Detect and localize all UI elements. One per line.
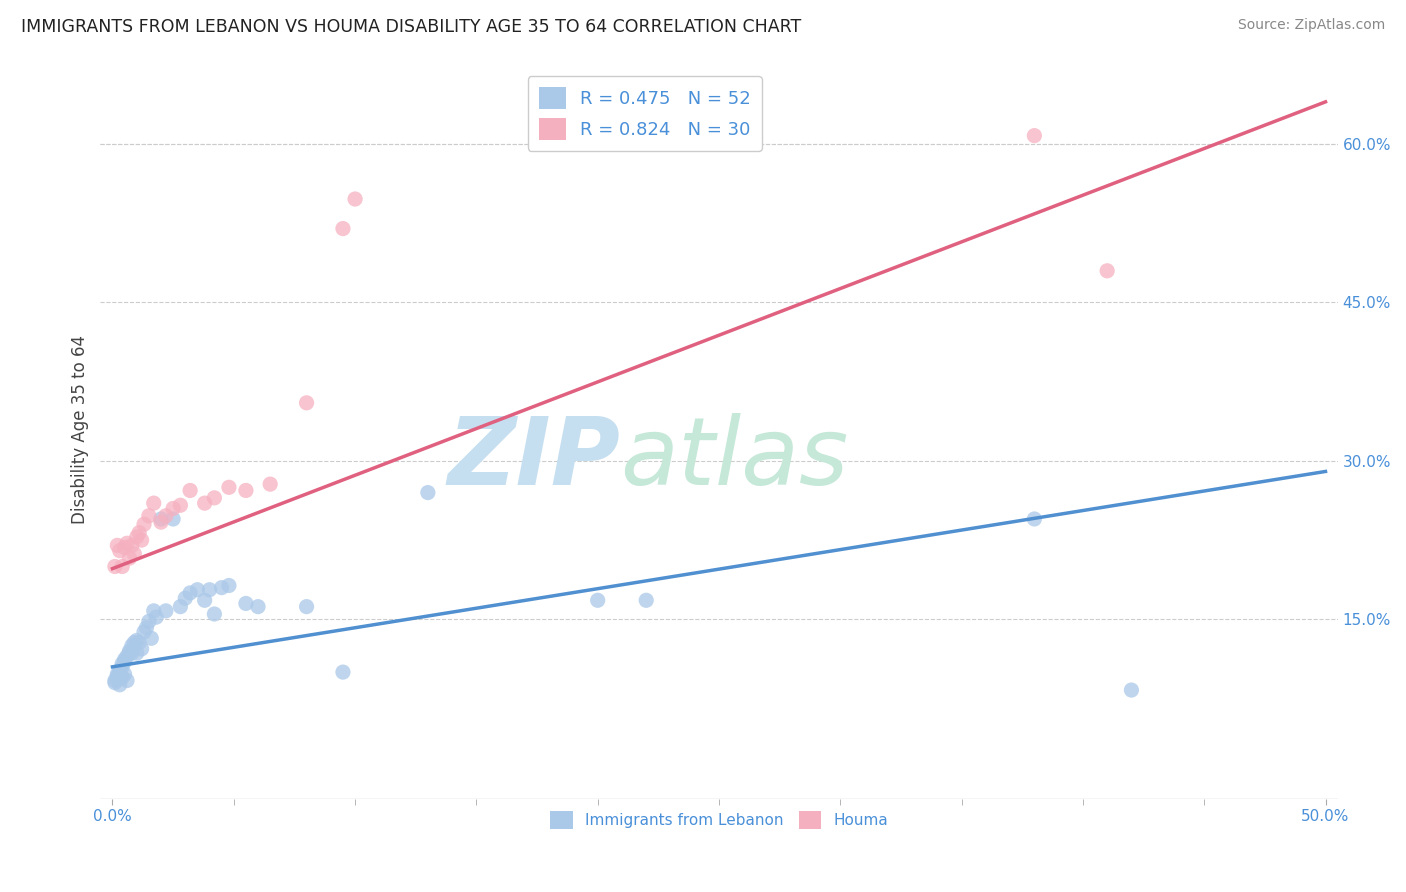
Point: [108, 665, 131, 679]
Point: [145, 610, 167, 624]
Point: [247, 599, 270, 614]
Point: [104, 675, 127, 690]
Point: [125, 646, 148, 660]
Point: [108, 678, 131, 692]
Point: [114, 652, 136, 666]
Point: [169, 498, 191, 512]
Point: [295, 396, 318, 410]
Y-axis label: Disability Age 35 to 64: Disability Age 35 to 64: [72, 334, 89, 524]
Point: [105, 538, 128, 552]
Point: [114, 541, 136, 555]
Point: [202, 607, 225, 621]
Point: [118, 646, 141, 660]
Point: [179, 483, 201, 498]
Point: [1024, 128, 1046, 143]
Point: [344, 192, 367, 206]
Point: [115, 673, 138, 688]
Point: [179, 586, 201, 600]
Point: [218, 578, 240, 592]
Point: [155, 508, 177, 523]
Point: [259, 477, 281, 491]
Point: [105, 667, 128, 681]
Point: [115, 536, 138, 550]
Text: atlas: atlas: [620, 413, 848, 504]
Point: [118, 644, 141, 658]
Text: IMMIGRANTS FROM LEBANON VS HOUMA DISABILITY AGE 35 TO 64 CORRELATION CHART: IMMIGRANTS FROM LEBANON VS HOUMA DISABIL…: [21, 18, 801, 36]
Point: [169, 599, 191, 614]
Point: [125, 530, 148, 544]
Point: [586, 593, 609, 607]
Legend: Immigrants from Lebanon, Houma: Immigrants from Lebanon, Houma: [544, 805, 894, 836]
Point: [121, 639, 143, 653]
Point: [135, 621, 157, 635]
Point: [138, 615, 160, 629]
Point: [118, 551, 141, 566]
Point: [138, 508, 160, 523]
Point: [198, 582, 221, 597]
Point: [104, 673, 127, 688]
Point: [131, 533, 153, 547]
Point: [332, 665, 354, 679]
Point: [295, 599, 318, 614]
Point: [155, 604, 177, 618]
Point: [125, 633, 148, 648]
Point: [128, 525, 150, 540]
Point: [111, 657, 134, 671]
Point: [115, 649, 138, 664]
Point: [108, 543, 131, 558]
Point: [121, 646, 143, 660]
Point: [235, 483, 257, 498]
Point: [1095, 264, 1118, 278]
Point: [162, 501, 184, 516]
Text: Source: ZipAtlas.com: Source: ZipAtlas.com: [1237, 18, 1385, 32]
Point: [105, 669, 128, 683]
Point: [218, 480, 240, 494]
Point: [235, 597, 257, 611]
Point: [150, 515, 173, 529]
Point: [124, 635, 146, 649]
Point: [174, 591, 197, 606]
Point: [108, 663, 131, 677]
Text: ZIP: ZIP: [447, 413, 620, 505]
Point: [332, 221, 354, 235]
Point: [162, 512, 184, 526]
Point: [1121, 683, 1143, 698]
Point: [1024, 512, 1046, 526]
Point: [194, 496, 217, 510]
Point: [121, 538, 143, 552]
Point: [150, 512, 173, 526]
Point: [211, 581, 233, 595]
Point: [186, 582, 208, 597]
Point: [636, 593, 658, 607]
Point: [111, 670, 134, 684]
Point: [111, 660, 134, 674]
Point: [114, 655, 136, 669]
Point: [131, 641, 153, 656]
Point: [104, 559, 127, 574]
Point: [105, 672, 128, 686]
Point: [202, 491, 225, 505]
Point: [194, 593, 217, 607]
Point: [132, 517, 155, 532]
Point: [132, 624, 155, 639]
Point: [111, 559, 134, 574]
Point: [416, 485, 439, 500]
Point: [142, 496, 165, 510]
Point: [124, 547, 146, 561]
Point: [114, 667, 136, 681]
Point: [141, 632, 163, 646]
Point: [142, 604, 165, 618]
Point: [128, 635, 150, 649]
